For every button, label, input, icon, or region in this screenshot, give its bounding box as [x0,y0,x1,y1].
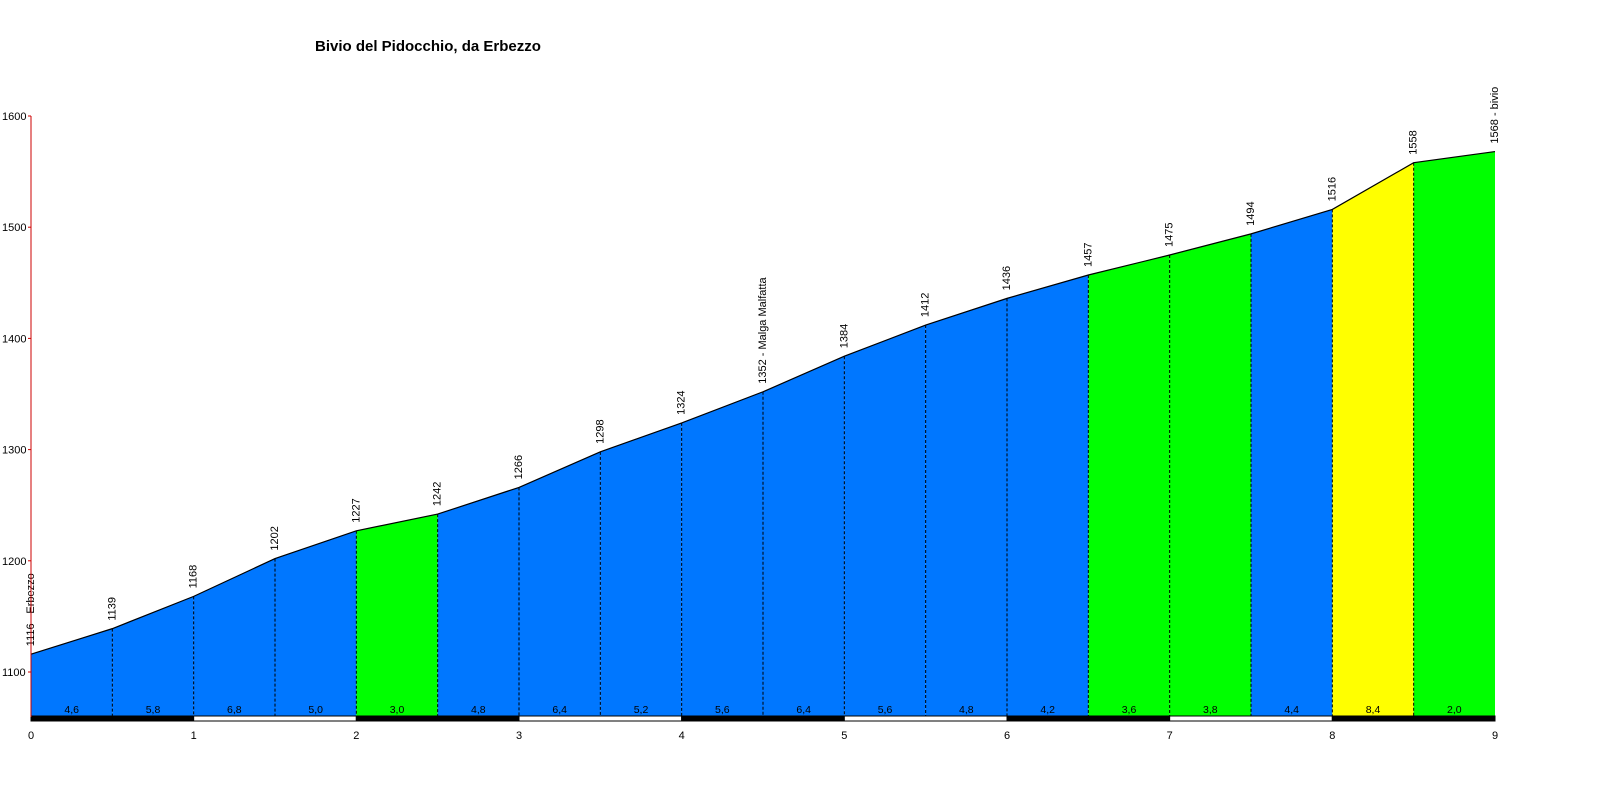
profile-segment [1332,162,1414,718]
elevation-label: 1202 [269,526,281,550]
gradient-label: 4,8 [959,704,974,716]
x-tick-label: 3 [516,730,522,742]
profile-segment [600,422,682,717]
x-tick-label: 2 [353,730,359,742]
profile-segment [1251,209,1333,717]
profile-segment [193,558,275,717]
gradient-label: 5,6 [715,704,730,716]
km-scale-bar [355,715,520,722]
gradient-label: 6,8 [227,704,242,716]
profile-segment [844,325,926,717]
gradient-label: 4,8 [471,704,486,716]
gradient-label: 5,2 [634,704,649,716]
elevation-label: 1412 [920,293,932,317]
elevation-label: 1436 [1001,266,1013,290]
x-tick-label: 5 [841,730,847,742]
gradient-label: 3,8 [1203,704,1218,716]
y-tick-label: 1500 [2,222,26,234]
profile-segment [1413,151,1495,718]
x-tick-label: 1 [191,730,197,742]
gradient-label: 4,6 [64,704,79,716]
elevation-label: 1516 [1326,177,1338,201]
profile-segment [356,514,438,717]
x-tick-label: 7 [1167,730,1173,742]
profile-segment [681,391,763,717]
km-scale-bar [30,715,195,722]
y-tick-label: 1100 [2,667,26,679]
elevation-label: 1227 [350,498,362,522]
profile-segment [112,596,194,717]
km-scale-bar [193,715,357,722]
elevation-label: 1298 [594,419,606,443]
elevation-label: 1384 [838,324,850,348]
profile-segment [925,298,1007,717]
km-scale-bar [1331,715,1496,722]
km-scale-bar [1006,715,1171,722]
y-tick-label: 1300 [2,445,26,457]
profile-segment [275,530,357,717]
profile-segment [763,356,845,717]
y-tick-label: 1200 [2,556,26,568]
gradient-label: 6,4 [552,704,567,716]
y-tick-label: 1600 [2,111,26,123]
km-scale-bar [1169,715,1333,722]
gradient-label: 6,4 [796,704,811,716]
elevation-label: 1558 [1408,130,1420,154]
profile-line [30,150,1496,655]
x-tick-label: 6 [1004,730,1010,742]
gradient-label: 5,6 [878,704,893,716]
gradient-label: 5,0 [308,704,323,716]
gradient-label: 8,4 [1366,704,1381,716]
profile-segment [1007,275,1089,717]
elevation-label: 1168 [188,565,200,589]
gradient-label: 4,4 [1284,704,1299,716]
profile-segment [31,628,113,717]
gradient-label: 3,0 [390,704,405,716]
profile-segment [519,451,601,717]
chart-title: Bivio del Pidocchio, da Erbezzo [315,38,541,55]
y-tick-label: 1400 [2,333,26,345]
gradient-label: 4,2 [1040,704,1055,716]
elevation-label: 1475 [1164,223,1176,247]
x-tick-label: 4 [679,730,685,742]
elevation-label: 1494 [1245,201,1257,225]
km-scale-bar [681,715,845,722]
gradient-label: 5,8 [146,704,161,716]
profile-segment [1088,255,1170,717]
elevation-label: 1457 [1082,243,1094,267]
km-scale-bar [518,715,683,722]
x-tick-label: 0 [28,730,34,742]
elevation-label: 1568 - bivio [1489,87,1501,144]
x-tick-label: 8 [1329,730,1335,742]
gradient-label: 3,6 [1122,704,1137,716]
profile-segment [1169,233,1251,717]
elevation-label: 1242 [432,482,444,506]
profile-segment [437,487,519,717]
km-scale-bar [843,715,1008,722]
x-tick-label: 9 [1492,730,1498,742]
elevation-label: 1139 [106,597,118,621]
elevation-label: 1266 [513,455,525,479]
gradient-label: 2,0 [1447,704,1462,716]
elevation-label: 1352 - Malga Malfatta [757,277,769,384]
elevation-label: 1324 [676,390,688,414]
